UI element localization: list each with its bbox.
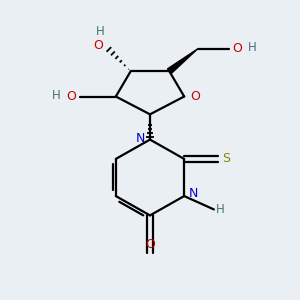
Text: H: H — [248, 41, 257, 54]
Text: H: H — [216, 203, 225, 216]
Text: N: N — [189, 187, 198, 200]
Text: H: H — [52, 88, 61, 101]
Text: O: O — [145, 238, 155, 251]
Polygon shape — [167, 49, 198, 74]
Text: O: O — [191, 90, 201, 103]
Text: S: S — [222, 152, 230, 165]
Text: N: N — [136, 132, 146, 145]
Text: O: O — [67, 90, 76, 103]
Text: O: O — [232, 42, 242, 56]
Text: O: O — [94, 40, 103, 52]
Text: H: H — [96, 25, 105, 38]
